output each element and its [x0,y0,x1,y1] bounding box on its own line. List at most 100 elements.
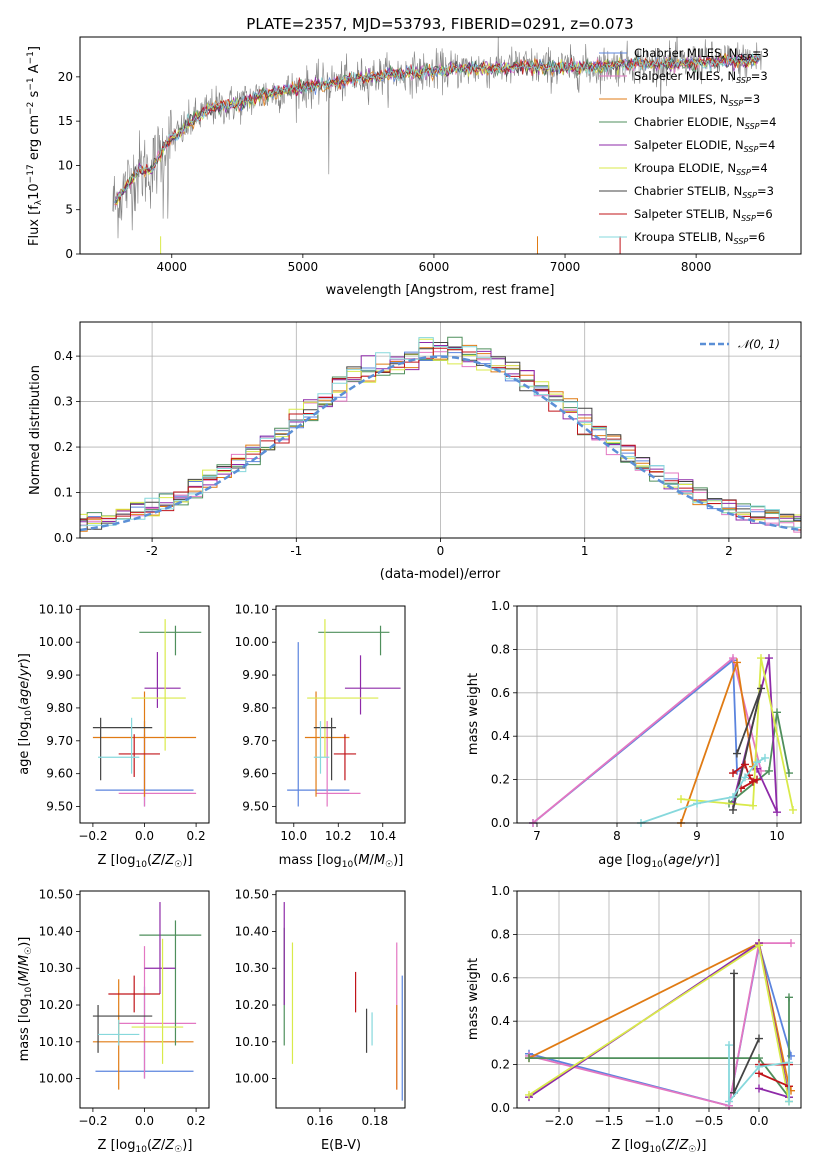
x-tick-label: 8 [613,829,621,843]
observed-spectrum-line [112,37,762,239]
residuals-ticks: -2 -1 0 1 2 0.0 0.1 0.2 0.3 0.4 [54,349,733,558]
spectrum-ticks: 4000 5000 6000 7000 8000 0 5 10 15 20 [58,70,712,274]
x-tick-label: 0.0 [749,1114,768,1128]
x-tick-label: 0.16 [307,1114,334,1128]
y-tick-label: 15 [58,114,73,128]
model-spectrum-line [116,54,760,200]
x-tick-label: −2.0 [544,1114,573,1128]
weight-point [785,993,793,1002]
weight-point [755,1084,763,1093]
y-tick-label: 9.70 [46,734,73,748]
legend-label: Chabrier ELODIE, NSSP=4 [634,115,776,131]
x-tick-label: -1 [290,544,302,558]
y-tick-label: 10.50 [235,888,269,902]
weight-point [729,805,737,814]
age-vs-Z-xlabel: Z [log10(Z/Z☉)] [98,853,193,870]
weight-line [528,942,791,1107]
residual-histogram [80,342,801,526]
y-tick-label: 0.0 [491,816,510,830]
y-tick-label: 0.2 [491,1058,510,1072]
weight-vs-age-frame [516,605,802,824]
normal-curve [80,355,801,532]
x-tick-label: 2 [725,544,733,558]
y-tick-label: 0.4 [491,1014,510,1028]
x-tick-label: 0.0 [135,829,154,843]
y-tick-label: 0.4 [491,729,510,743]
weight-point [729,792,737,801]
residuals-plot-area [80,336,801,533]
weight-point [725,1041,733,1050]
y-tick-label: 0.2 [54,440,73,454]
weight-point [741,773,749,782]
mass-vs-ebv-ticks: 0.16 0.18 10.00 10.10 10.20 10.30 10.40 10.50 [235,888,389,1128]
weight-line [732,762,758,790]
y-tick-label: 10.20 [39,998,73,1012]
x-tick-label: −0.2 [78,1114,107,1128]
x-tick-label: 9 [693,829,701,843]
weight-point [789,805,797,814]
x-tick-label: 7 [533,829,541,843]
y-tick-label: 9.80 [46,701,73,715]
y-tick-label: 5 [65,203,73,217]
weight-vs-Z-xlabel: Z [log10(Z/Z☉)] [612,1138,707,1155]
legend-label: Kroupa MILES, NSSP=3 [634,92,760,108]
weight-vs-age-ticks: 7 8 9 10 0.0 0.2 0.4 0.6 0.8 1.0 [491,599,785,843]
y-tick-label: 10.00 [235,635,269,649]
spectrum-legend: Chabrier MILES, NSSP=3 Salpeter MILES, NS… [599,46,776,246]
weight-point [755,1062,763,1071]
weight-vs-Z-ylabel: mass weight [466,958,481,1040]
weight-point [785,1097,793,1106]
weight-point [693,799,701,808]
weight-point [733,658,741,667]
age-vs-mass-xlabel: mass [log10(M/M☉)] [279,853,404,870]
weight-line [680,662,754,824]
y-tick-label: 1.0 [491,599,510,613]
weight-point [773,808,781,817]
y-tick-label: 9.70 [242,734,269,748]
x-tick-label: 0.2 [187,1114,206,1128]
weight-point [755,941,763,950]
normal-legend-label: 𝒩(0, 1) [738,337,780,351]
weight-point [730,969,738,978]
x-tick-label: 4000 [156,260,187,274]
weight-point [757,684,765,693]
weight-vs-age-xlabel: age [log10(age/yr)] [598,853,720,870]
weight-point [765,766,773,775]
mass-vs-Z-ylabel: mass [log10(M/M☉)] [17,937,34,1062]
spectrum-xlabel: wavelength [Angstrom, rest frame] [326,283,555,298]
weight-point [677,795,685,804]
y-tick-label: 10.40 [235,924,269,938]
x-tick-label: 7000 [550,260,581,274]
residuals-grid [80,322,801,539]
y-tick-label: 9.80 [242,701,269,715]
weight-point [733,749,741,758]
x-tick-label: −0.5 [694,1114,723,1128]
y-tick-label: 10.40 [39,924,73,938]
weight-vs-Z-plot-area [525,939,795,1110]
weight-point [753,758,761,767]
weight-point [787,939,795,948]
age-vs-Z-ylabel: age [log10(age/yr)] [17,653,34,775]
mass-vs-Z-xlabel: Z [log10(Z/Z☉)] [98,1138,193,1155]
residual-histogram [80,347,801,531]
mass-vs-Z-ticks: −0.2 0.0 0.2 10.00 10.10 10.20 10.30 10.40 10.50 [39,888,206,1128]
y-tick-label: 9.60 [242,767,269,781]
spectrum-title: PLATE=2357, MJD=53793, FIBERID=0291, z=0… [246,15,633,33]
y-tick-label: 10.00 [39,1072,73,1086]
y-tick-label: 10.10 [39,602,73,616]
residuals-xlabel: (data-model)/error [380,567,501,582]
y-tick-label: 10.30 [39,961,73,975]
legend-label: Chabrier STELIB, NSSP=3 [634,184,774,200]
x-tick-label: 6000 [419,260,450,274]
weight-point [765,654,773,663]
weight-point [785,1058,793,1067]
y-tick-label: 0.8 [491,927,510,941]
y-tick-label: 0.6 [491,971,510,985]
x-tick-label: 0.2 [187,829,206,843]
mass-vs-ebv-panel: 0.16 0.18 10.00 10.10 10.20 10.30 10.40 10.50 E… [235,888,406,1153]
weight-vs-age-ylabel: mass weight [466,673,481,755]
x-tick-label: 8000 [681,260,712,274]
spectrum-plot-area [112,37,762,254]
weight-point [749,801,757,810]
weight-point [773,708,781,717]
